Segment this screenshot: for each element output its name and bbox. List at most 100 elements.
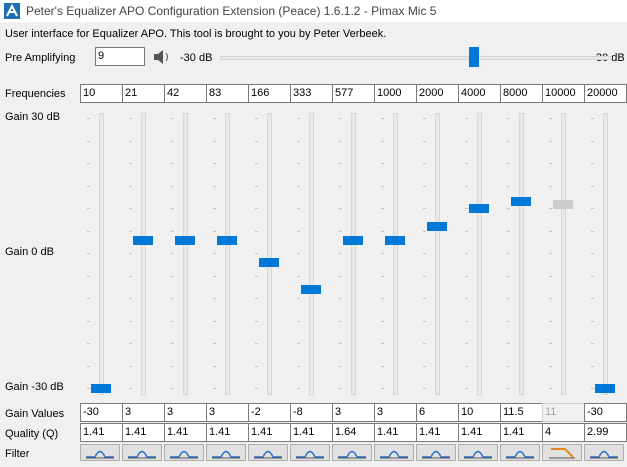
slider-tick	[465, 230, 468, 232]
frequency-input[interactable]: 1000	[374, 84, 417, 103]
slider-tick	[549, 253, 552, 254]
slider-tick	[255, 118, 258, 119]
gain-value-input[interactable]: -30	[80, 403, 123, 422]
gain-value-input[interactable]: 3	[164, 403, 207, 422]
gain-value-input[interactable]: 3	[122, 403, 165, 422]
filter-button[interactable]	[206, 444, 246, 461]
gain-slider-track[interactable]	[351, 113, 356, 395]
quality-input[interactable]: 1.41	[416, 423, 459, 442]
filter-button[interactable]	[500, 444, 540, 461]
filter-button[interactable]	[542, 444, 582, 461]
gain-value-input[interactable]: 11	[542, 403, 585, 422]
gain-slider-track[interactable]	[141, 113, 146, 395]
quality-input[interactable]: 1.41	[206, 423, 249, 442]
gain-slider-thumb[interactable]	[91, 384, 111, 393]
gain-value-input[interactable]: 10	[458, 403, 501, 422]
frequency-input[interactable]: 83	[206, 84, 249, 103]
quality-input[interactable]: 1.41	[80, 423, 123, 442]
slider-tick	[507, 343, 510, 344]
gain-slider-thumb[interactable]	[553, 199, 573, 209]
filter-button[interactable]	[584, 444, 624, 461]
gain-slider-track[interactable]	[477, 113, 482, 395]
gain-slider-track[interactable]	[267, 113, 272, 395]
gain-slider-track[interactable]	[561, 113, 566, 395]
filter-button[interactable]	[332, 444, 372, 461]
slider-tick	[213, 388, 216, 389]
quality-input[interactable]: 1.41	[164, 423, 207, 442]
gain-slider-thumb[interactable]	[175, 235, 195, 245]
gain-slider-track[interactable]	[519, 113, 524, 395]
filter-button[interactable]	[122, 444, 162, 461]
quality-input[interactable]: 1.64	[332, 423, 375, 442]
slider-tick	[423, 140, 426, 142]
frequency-input[interactable]: 21	[122, 84, 165, 103]
frequency-input[interactable]: 8000	[500, 84, 543, 103]
slider-tick	[255, 140, 258, 142]
quality-input[interactable]: 1.41	[458, 423, 501, 442]
slider-tick	[381, 185, 384, 187]
frequency-input[interactable]: 333	[290, 84, 333, 103]
gain-slider-thumb[interactable]	[259, 258, 279, 267]
filter-button[interactable]	[416, 444, 456, 461]
quality-input[interactable]: 1.41	[248, 423, 291, 442]
gain-value-input[interactable]: -8	[290, 403, 333, 422]
gain-slider-thumb[interactable]	[427, 222, 447, 231]
gain-slider-thumb[interactable]	[133, 235, 153, 245]
quality-input[interactable]: 2.99	[584, 423, 627, 442]
gain-slider-thumb[interactable]	[343, 235, 363, 245]
pre-amp-thumb[interactable]	[468, 47, 479, 67]
filter-button[interactable]	[164, 444, 204, 461]
gain-value-input[interactable]: -2	[248, 403, 291, 422]
quality-input[interactable]: 1.41	[374, 423, 417, 442]
slider-tick	[213, 185, 216, 187]
gain-slider-track[interactable]	[225, 113, 230, 395]
slider-tick	[423, 208, 426, 209]
frequency-input[interactable]: 20000	[584, 84, 627, 103]
gain-slider-thumb[interactable]	[469, 204, 489, 213]
quality-input[interactable]: 1.41	[122, 423, 165, 442]
gain-slider-thumb[interactable]	[385, 235, 405, 245]
quality-input[interactable]: 1.41	[290, 423, 333, 442]
pre-amp-label: Pre Amplifying	[5, 52, 76, 64]
slider-tick	[87, 320, 90, 322]
gain-slider-track[interactable]	[603, 113, 608, 395]
gain-value-input[interactable]: 6	[416, 403, 459, 422]
quality-input[interactable]: 1.41	[500, 423, 543, 442]
gain-slider-track[interactable]	[435, 113, 440, 395]
frequency-input[interactable]: 10000	[542, 84, 585, 103]
filter-button[interactable]	[458, 444, 498, 461]
slider-tick	[591, 298, 594, 299]
gain-value-input[interactable]: -30	[584, 403, 627, 422]
pre-amp-track[interactable]	[220, 56, 612, 60]
gain-slider-thumb[interactable]	[511, 197, 531, 207]
speaker-icon[interactable]	[152, 48, 172, 66]
frequency-input[interactable]: 4000	[458, 84, 501, 103]
frequency-input[interactable]: 10	[80, 84, 123, 103]
frequency-input[interactable]: 577	[332, 84, 375, 103]
filter-button[interactable]	[374, 444, 414, 461]
gain-slider-thumb[interactable]	[595, 384, 615, 393]
gain-value-input[interactable]: 3	[374, 403, 417, 422]
gain-slider-track[interactable]	[183, 113, 188, 395]
filter-button[interactable]	[290, 444, 330, 461]
filter-button[interactable]	[248, 444, 288, 461]
window-title: Peter's Equalizer APO Configuration Exte…	[26, 4, 437, 18]
slider-tick	[297, 253, 300, 254]
slider-tick	[171, 320, 174, 322]
gain-value-input[interactable]: 3	[332, 403, 375, 422]
pre-amp-input[interactable]: 9	[95, 47, 145, 66]
frequency-input[interactable]: 166	[248, 84, 291, 103]
filter-button[interactable]	[80, 444, 120, 461]
gain-slider-thumb[interactable]	[217, 235, 237, 245]
gain-slider-track[interactable]	[309, 113, 314, 395]
slider-tick	[465, 118, 468, 119]
frequency-input[interactable]: 2000	[416, 84, 459, 103]
gain-value-input[interactable]: 3	[206, 403, 249, 422]
gain-slider-track[interactable]	[99, 113, 104, 395]
slider-tick	[507, 275, 510, 277]
quality-input[interactable]: 4	[542, 423, 585, 442]
gain-slider-track[interactable]	[393, 113, 398, 395]
frequency-input[interactable]: 42	[164, 84, 207, 103]
gain-value-input[interactable]: 11.5	[500, 403, 543, 422]
gain-slider-thumb[interactable]	[301, 285, 321, 294]
